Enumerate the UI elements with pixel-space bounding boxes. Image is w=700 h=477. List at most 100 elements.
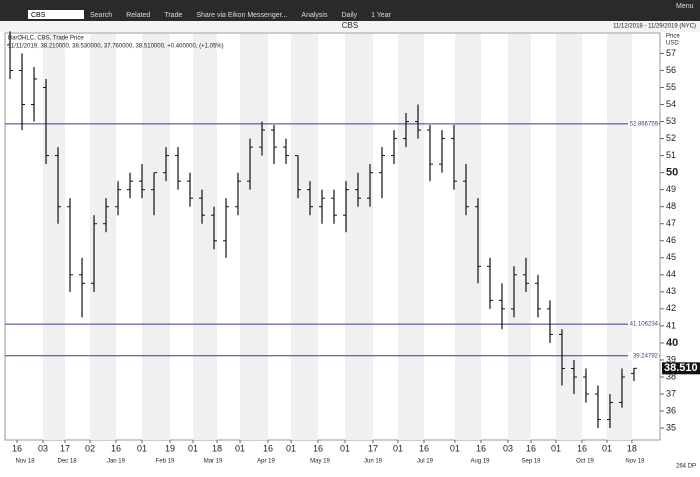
points-label: 264 DP (676, 464, 696, 470)
shade-band (142, 34, 170, 440)
toolbar-item[interactable]: Search (90, 12, 112, 19)
toolbar-item[interactable]: Analysis (301, 12, 328, 19)
axis-label: USD (666, 41, 679, 47)
toolbar-item[interactable]: Trade (164, 12, 182, 19)
level-label: 41.106234 (630, 322, 659, 328)
y-tick-label: 43 (666, 286, 676, 296)
x-tick-label: 18 (627, 443, 637, 453)
y-tick-label: 39 (666, 354, 676, 364)
y-tick-label: 50 (666, 167, 678, 179)
x-tick-label: 16 (419, 443, 429, 453)
level-label: 39.24792 (633, 353, 659, 359)
symbol: CBS (31, 12, 46, 19)
x-month-label: Oct 19 (576, 459, 594, 465)
x-month-label: Apr 19 (257, 459, 275, 465)
shade-band (507, 34, 532, 440)
menu[interactable]: Menu (676, 3, 694, 10)
x-tick-label: 17 (60, 443, 70, 453)
shade-band (43, 34, 65, 440)
x-tick-label: 03 (38, 443, 48, 453)
y-tick-label: 55 (666, 82, 676, 92)
x-tick-label: 01 (602, 443, 612, 453)
level-label-box (628, 119, 659, 128)
shade-band (345, 34, 373, 440)
x-tick-label: 16 (526, 443, 536, 453)
x-tick-label: 16 (111, 443, 121, 453)
x-month-label: Nov 19 (625, 459, 645, 465)
y-tick-label: 54 (666, 99, 676, 109)
legend: BarOHLC, CBS, Trade Price (8, 36, 84, 42)
x-tick-label: 01 (188, 443, 198, 453)
shade-band (240, 34, 269, 440)
y-tick-label: 47 (666, 218, 676, 228)
last-price-box (662, 362, 700, 375)
toolbar-item[interactable]: Daily (342, 12, 358, 19)
x-month-label: Jul 19 (417, 459, 434, 465)
x-tick-label: 01 (137, 443, 147, 453)
y-tick-label: 52 (666, 133, 676, 143)
y-tick-label: 53 (666, 116, 676, 126)
shade-band (291, 34, 319, 440)
y-tick-label: 51 (666, 150, 676, 160)
x-tick-label: 01 (340, 443, 350, 453)
toolbar-item[interactable]: Share via Eikon Messenger... (196, 12, 287, 19)
y-tick-label: 46 (666, 235, 676, 245)
y-tick-label: 40 (666, 337, 678, 349)
axis-label: Price (666, 34, 680, 40)
shade-band (606, 34, 632, 440)
x-month-label: Jun 19 (364, 459, 383, 465)
y-tick-label: 38 (666, 371, 676, 381)
level-label: 52.866759 (630, 121, 659, 127)
x-tick-label: 16 (577, 443, 587, 453)
x-tick-label: 19 (165, 443, 175, 453)
x-month-label: Feb 19 (156, 459, 175, 465)
y-tick-label: 35 (666, 422, 676, 432)
toolbar-item[interactable]: 1 Year (371, 12, 392, 19)
y-tick-label: 37 (666, 388, 676, 398)
x-tick-label: 01 (286, 443, 296, 453)
toolbar (0, 0, 700, 21)
shade-band (193, 34, 218, 440)
y-tick-label: 45 (666, 252, 676, 262)
y-tick-label: 56 (666, 65, 676, 75)
x-tick-label: 02 (85, 443, 95, 453)
symbol-box[interactable] (28, 10, 84, 19)
shade-band (555, 34, 583, 440)
y-tick-label: 57 (666, 48, 676, 58)
y-tick-label: 48 (666, 201, 676, 211)
x-month-label: Nov 18 (16, 459, 36, 465)
level-label-box (628, 320, 659, 329)
x-tick-label: 01 (235, 443, 245, 453)
chart-title: CBS (342, 21, 358, 30)
x-tick-label: 01 (450, 443, 460, 453)
x-month-label: Aug 19 (471, 459, 491, 465)
x-month-label: Sep 19 (522, 459, 542, 465)
x-tick-label: 03 (503, 443, 513, 453)
x-month-label: Mar 19 (204, 459, 223, 465)
last-price-label: 38.510 (664, 362, 698, 374)
toolbar-item[interactable]: Related (126, 12, 150, 19)
y-tick-label: 42 (666, 303, 676, 313)
legend-values: 11/11/2019, 38.210000, 38.530000, 37.760… (8, 44, 224, 50)
x-month-label: Jan 19 (107, 459, 126, 465)
x-tick-label: 01 (393, 443, 403, 453)
title-bar (0, 21, 700, 32)
x-tick-label: 01 (551, 443, 561, 453)
y-tick-label: 44 (666, 269, 676, 279)
x-tick-label: 16 (263, 443, 273, 453)
x-month-label: May 19 (310, 459, 330, 465)
x-tick-label: 16 (12, 443, 22, 453)
x-tick-label: 18 (212, 443, 222, 453)
x-tick-label: 16 (313, 443, 323, 453)
y-tick-label: 49 (666, 184, 676, 194)
x-month-label: Dec 18 (58, 459, 78, 465)
y-tick-label: 36 (666, 405, 676, 415)
y-tick-label: 41 (666, 320, 676, 330)
date-range: 11/12/2018 - 11/29/2019 (NYC) (613, 24, 696, 30)
toolbar-items: CBS Menu Search Related Trade Share via Eik… (28, 3, 694, 19)
x-tick-label: 17 (368, 443, 378, 453)
level-label-box (628, 351, 659, 360)
x-tick-label: 16 (476, 443, 486, 453)
